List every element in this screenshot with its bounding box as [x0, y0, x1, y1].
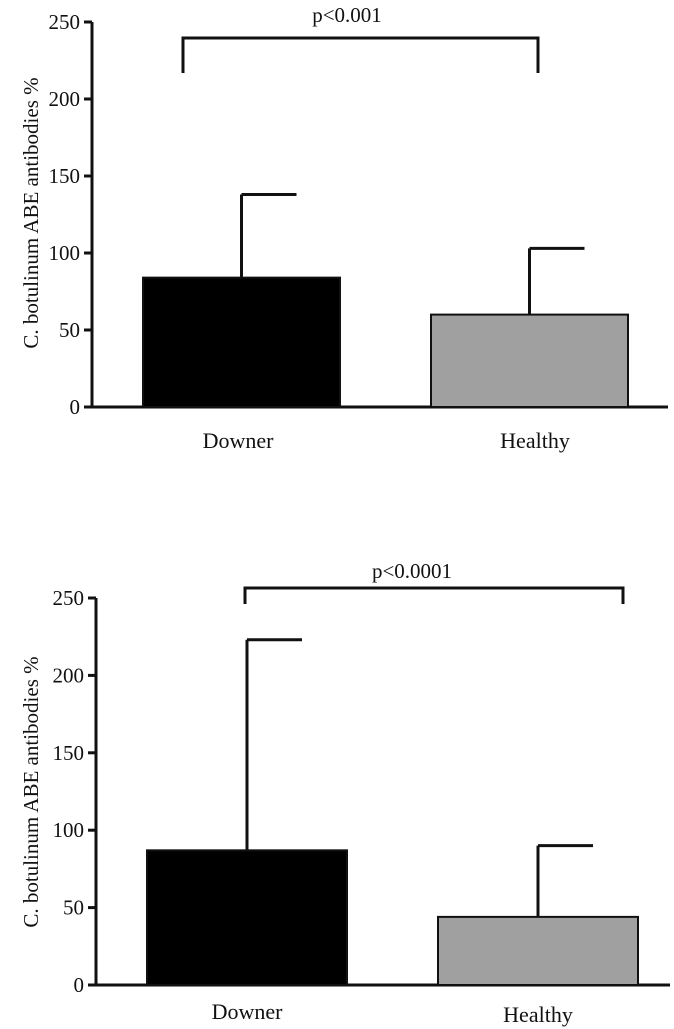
chart-2-y-ticks: 0 50 100 150 200 250 — [53, 586, 96, 997]
chart-1-bar-healthy — [430, 313, 629, 409]
chart-2-y-tick-label-50: 50 — [63, 896, 84, 920]
chart-2-y-tick-label-200: 200 — [53, 663, 85, 687]
chart-2-bars — [146, 638, 639, 986]
chart-2-bar-healthy — [437, 915, 639, 986]
chart-2: C. botulinum ABE antibodies % 0 50 100 150 2… — [19, 559, 670, 1027]
chart-1-y-tick-label-0: 0 — [70, 395, 81, 419]
chart-1-y-tick-label-250: 250 — [49, 10, 81, 34]
chart-2-category-label-healthy: Healthy — [503, 1002, 573, 1027]
chart-2-y-tick-label-250: 250 — [53, 586, 85, 610]
chart-2-y-tick-label-100: 100 — [53, 818, 85, 842]
chart-1-bar-downer — [142, 276, 341, 409]
chart-2-bar-downer — [146, 849, 348, 986]
chart-1-bars — [142, 192, 629, 409]
chart-2-y-tick-label-0: 0 — [74, 973, 85, 997]
chart-1-y-axis-label: C. botulinum ABE antibodies % — [19, 77, 43, 348]
chart-2-significance-label: p<0.0001 — [372, 559, 452, 583]
chart-1-category-label-downer: Downer — [203, 428, 275, 453]
chart-1-y-tick-label-150: 150 — [49, 164, 81, 188]
chart-1: C. botulinum ABE antibodies % 0 50 100 150 2… — [19, 3, 668, 453]
chart-1-significance-label: p<0.001 — [312, 3, 382, 27]
chart-2-y-axis-label: C. botulinum ABE antibodies % — [19, 656, 43, 927]
chart-1-significance-bracket — [181, 36, 540, 73]
chart-1-y-ticks: 0 50 100 150 200 250 — [49, 10, 92, 419]
chart-2-significance-bracket — [243, 586, 625, 604]
chart-1-y-tick-label-200: 200 — [49, 87, 81, 111]
chart-1-category-label-healthy: Healthy — [500, 428, 570, 453]
chart-1-y-tick-label-50: 50 — [59, 318, 80, 342]
chart-2-y-tick-label-150: 150 — [53, 741, 85, 765]
chart-2-category-label-downer: Downer — [212, 999, 284, 1024]
chart-1-y-tick-label-100: 100 — [49, 241, 81, 265]
